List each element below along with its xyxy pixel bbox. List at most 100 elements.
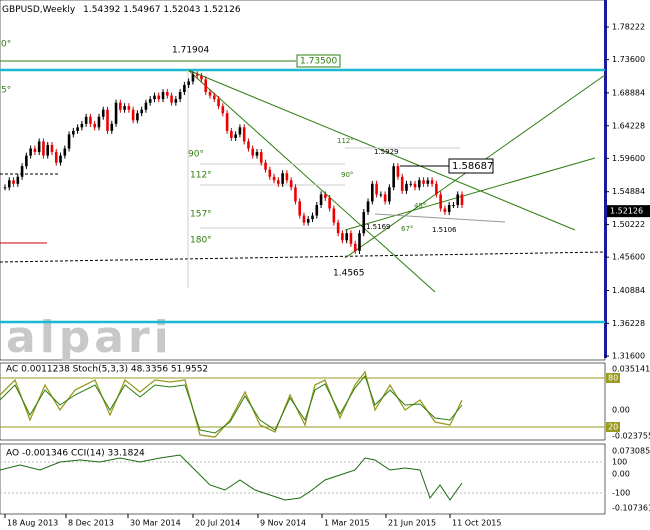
price-axis: 1.78222 1.73600 1.68884 1.64228 1.59600 1.548…: [605, 23, 650, 361]
candle: [264, 162, 267, 170]
candle: [358, 233, 361, 251]
price-label: 1.78222: [612, 23, 645, 32]
candle: [200, 75, 203, 80]
candle: [191, 74, 195, 82]
angle: 67°: [401, 225, 413, 233]
candle: [379, 194, 383, 196]
price-label: 1.50222: [612, 220, 645, 229]
candle: [452, 204, 455, 206]
axis-label: 100: [612, 458, 627, 467]
annotation: 1.71904: [172, 46, 209, 56]
price-label: 1.45600: [612, 253, 645, 262]
candle: [396, 166, 400, 177]
candle: [67, 134, 71, 149]
candle: [178, 92, 182, 100]
candle: [84, 116, 88, 124]
candle: [140, 109, 143, 114]
angle: 90°: [188, 150, 204, 160]
candle: [157, 95, 161, 100]
symbol: GBPUSD,Weekly: [2, 5, 76, 15]
time-label: 9 Nov 2014: [260, 519, 306, 528]
current-price-box: [607, 205, 650, 218]
price-label: 1.40884: [612, 286, 645, 295]
candle: [319, 194, 323, 205]
candle: [165, 92, 169, 96]
candle: [315, 204, 319, 216]
axis-label: 0.073085: [612, 447, 650, 456]
candle: [371, 183, 374, 202]
axis-label: 0.00: [612, 406, 630, 415]
candle: [170, 95, 173, 103]
dashed-line: [0, 251, 606, 263]
candle: [443, 208, 447, 213]
candle: [29, 148, 32, 156]
candle: [234, 134, 237, 138]
trend-line: [344, 157, 596, 231]
candle: [345, 233, 348, 241]
axis-label: 80: [608, 374, 618, 383]
candles: [3, 71, 464, 254]
candle: [76, 127, 79, 131]
candle: [439, 194, 442, 209]
angle: 180°: [190, 236, 212, 246]
candle: [336, 222, 340, 234]
candle: [277, 180, 280, 184]
price-label: 1.54884: [612, 187, 645, 196]
candle: [413, 183, 417, 188]
angle: 45°: [414, 202, 426, 210]
candle: [195, 74, 199, 76]
candle: [285, 173, 289, 181]
angle: 5°: [1, 86, 11, 96]
candle: [456, 194, 460, 205]
candle: [242, 127, 246, 142]
annotation: 1.73500: [300, 57, 337, 67]
angle: 0°: [1, 40, 11, 50]
price-label: 1.59600: [612, 154, 645, 163]
label-box: [296, 54, 341, 68]
time-axis: 18 Aug 2013 8 Dec 2013 30 Mar 2014 20 Jul 2…: [4, 514, 501, 528]
candle: [302, 215, 306, 223]
candle: [362, 212, 366, 234]
stoch-line: [0, 370, 463, 438]
ohlc: 1.54392 1.54967 1.52043 1.52126: [83, 5, 241, 15]
candle: [110, 123, 114, 131]
angle: 112°: [190, 171, 212, 181]
axis-label: 0.035141: [612, 365, 650, 374]
candle: [460, 194, 464, 205]
candle: [447, 204, 451, 213]
signal-line: [0, 374, 463, 434]
main-panel: [0, 0, 606, 361]
candle: [417, 180, 421, 188]
axis-label: -0.107361: [612, 504, 650, 513]
candle: [435, 183, 438, 195]
candle: [366, 201, 370, 213]
candle: [20, 166, 24, 177]
guide: [374, 213, 506, 223]
annotation: 1.4565: [333, 269, 365, 279]
candle: [12, 180, 15, 184]
candle: [3, 187, 7, 189]
candle: [268, 169, 272, 177]
candle: [7, 180, 11, 188]
candle: [80, 123, 84, 128]
candle: [289, 180, 293, 188]
candle: [328, 197, 331, 209]
annotation: 1.5169: [366, 223, 391, 231]
price-label: 1.64228: [612, 121, 645, 130]
time-label: 18 Aug 2013: [7, 519, 58, 528]
candle: [54, 152, 58, 163]
candle: [89, 116, 92, 124]
watermark: alpari: [6, 312, 173, 363]
candle: [131, 109, 135, 121]
candle: [400, 176, 404, 191]
price-label: 1.36228: [612, 319, 645, 328]
scroll-bar: [604, 0, 607, 358]
candle: [187, 81, 190, 86]
annotation: 1.5929: [374, 148, 399, 156]
candle: [306, 219, 310, 223]
candle: [148, 99, 152, 103]
candle: [426, 180, 430, 184]
candle: [114, 102, 118, 124]
candle: [33, 148, 37, 153]
